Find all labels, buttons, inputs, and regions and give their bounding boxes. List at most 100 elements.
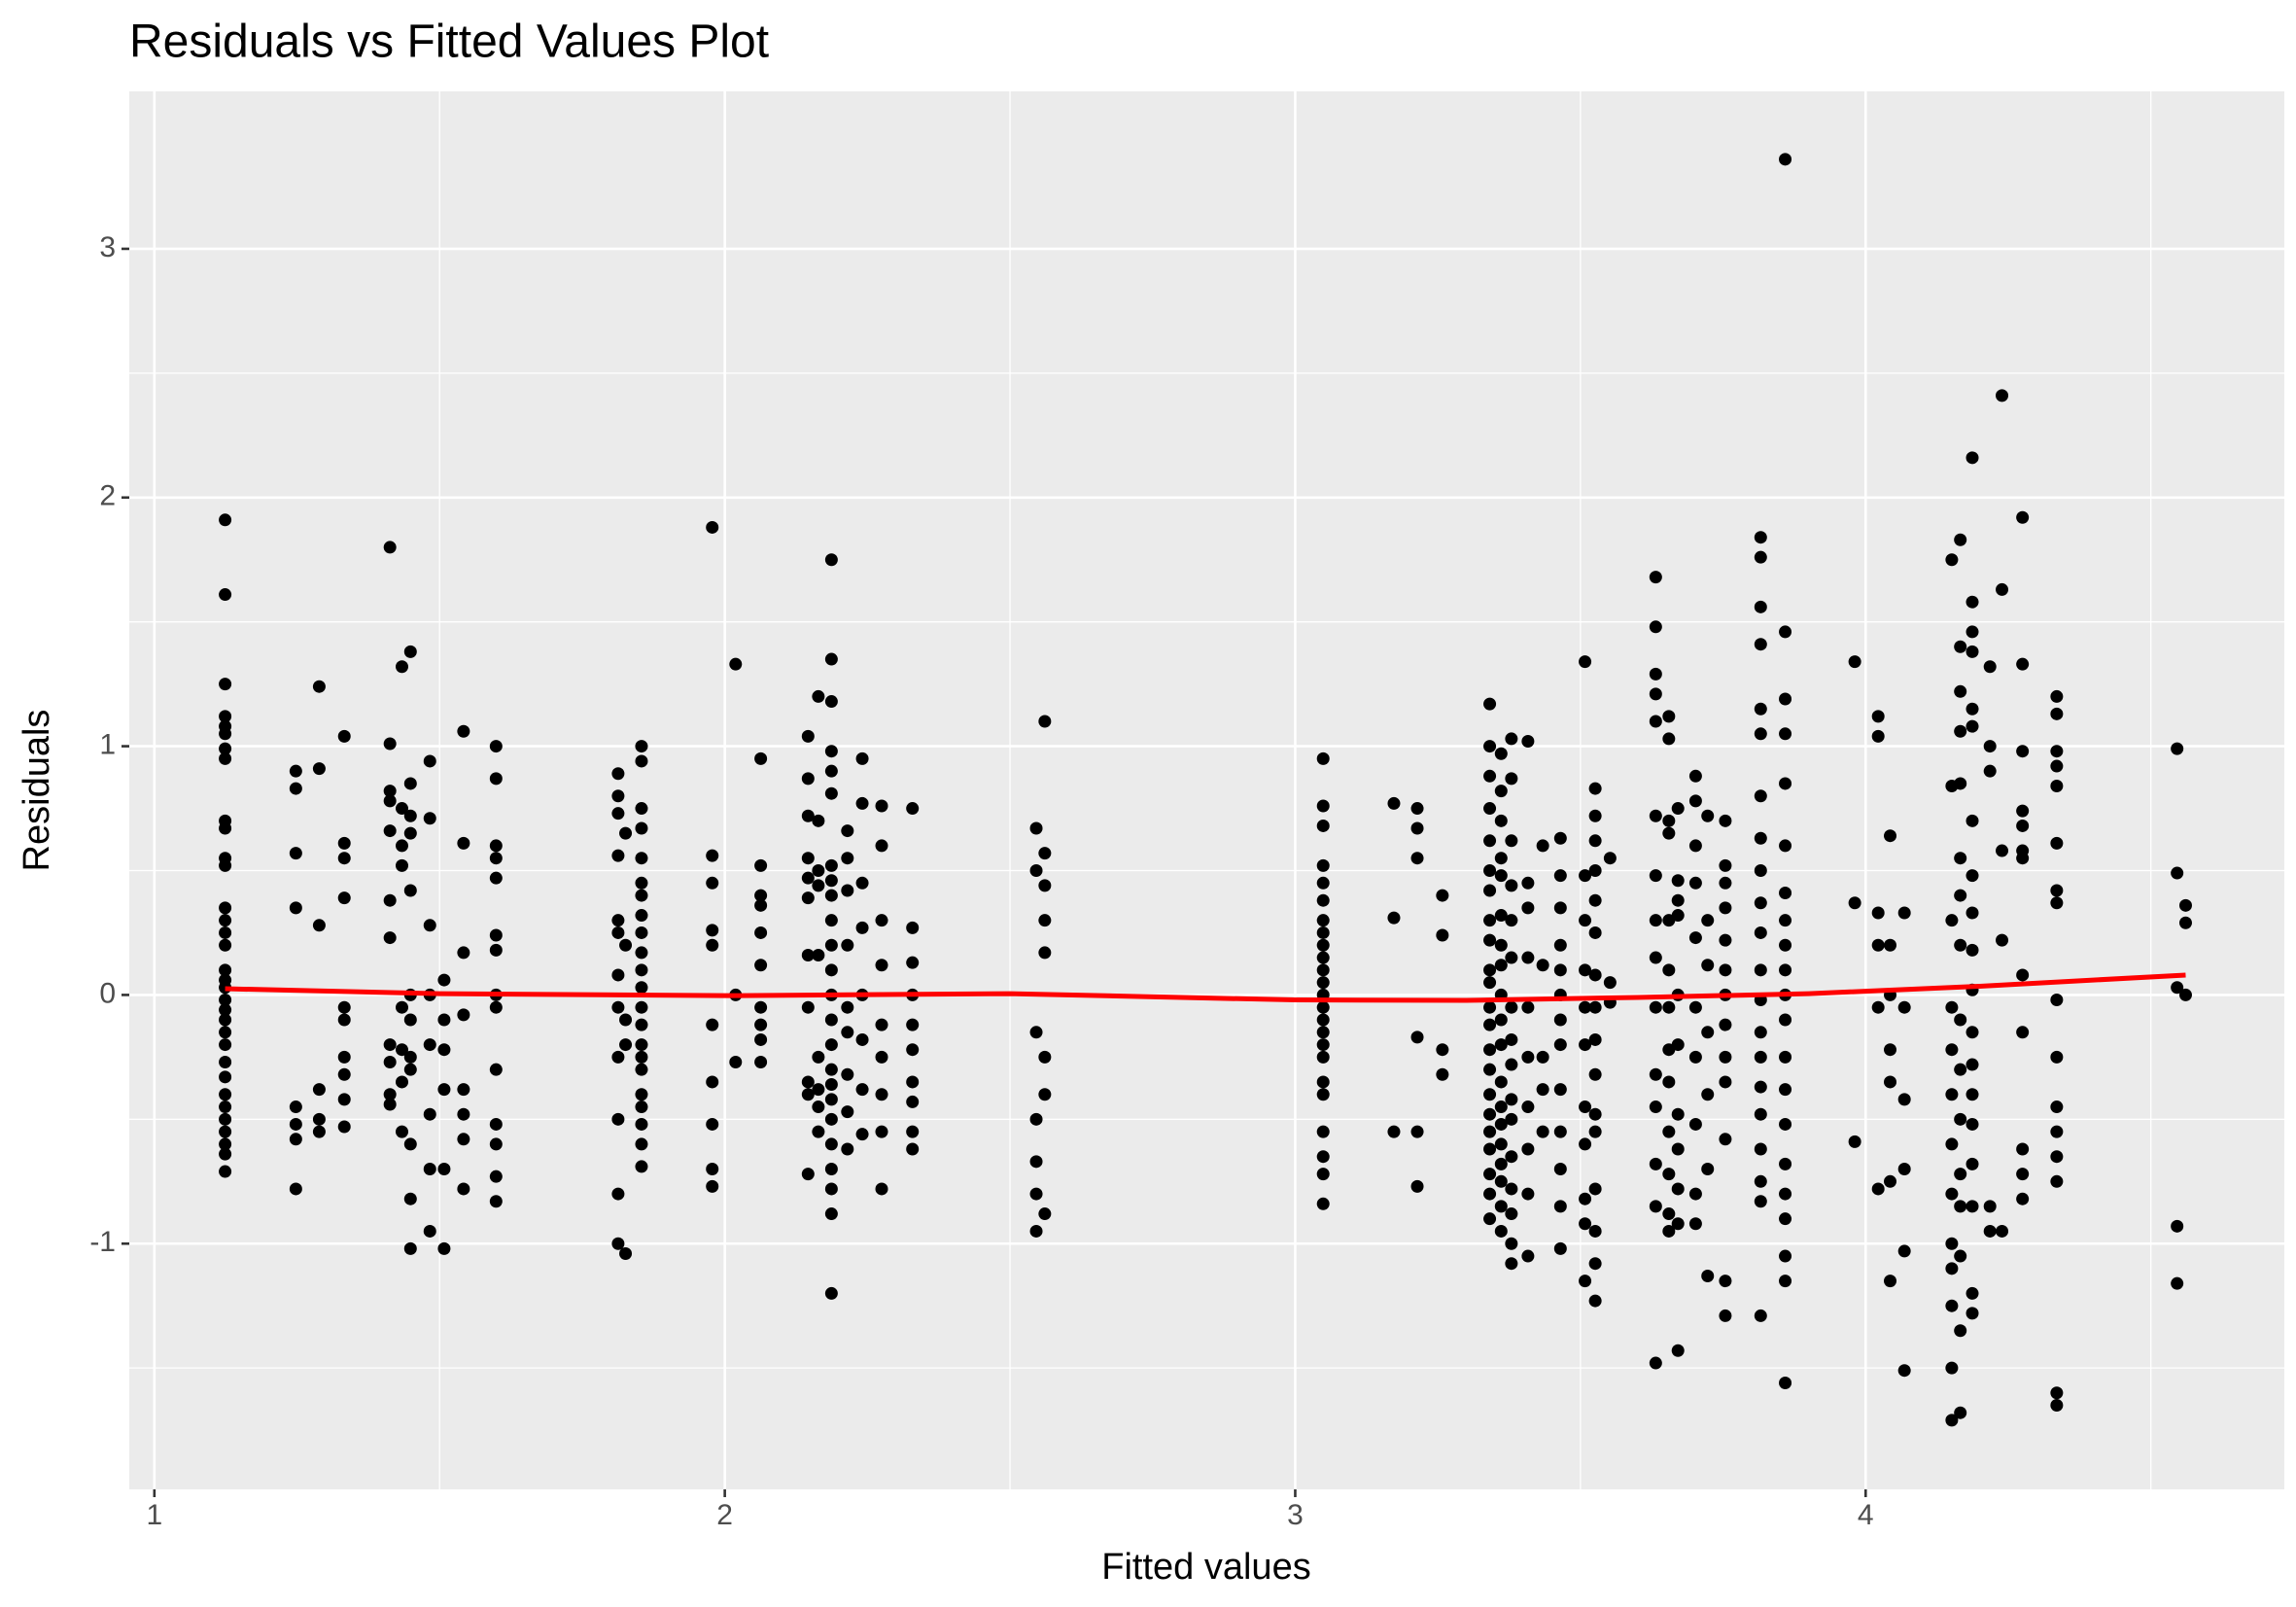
point	[824, 1162, 838, 1175]
point	[423, 812, 436, 825]
point	[219, 901, 232, 915]
point	[2050, 1150, 2064, 1164]
point	[611, 968, 625, 982]
point	[906, 921, 920, 934]
point	[1954, 1112, 1967, 1126]
point	[437, 1083, 451, 1097]
point	[1505, 951, 1518, 964]
point	[611, 1050, 625, 1064]
point	[812, 689, 825, 703]
point	[812, 864, 825, 878]
point	[1754, 926, 1767, 939]
point	[1662, 814, 1676, 827]
point	[312, 1083, 326, 1097]
point	[1945, 1237, 1959, 1250]
point	[1754, 864, 1767, 878]
point	[635, 981, 648, 995]
point	[489, 871, 503, 885]
point	[1996, 582, 2009, 596]
point	[1579, 1100, 1592, 1114]
point	[1871, 729, 1885, 743]
point	[1483, 1187, 1497, 1201]
point	[2050, 884, 2064, 897]
point	[1483, 740, 1497, 753]
point	[1649, 1000, 1662, 1014]
point	[337, 891, 351, 905]
smooth-line	[225, 972, 2186, 1003]
point	[2016, 804, 2030, 818]
point	[219, 1013, 232, 1027]
point	[1719, 1018, 1732, 1031]
point	[1494, 1157, 1508, 1170]
point	[1038, 914, 1052, 927]
point	[1688, 794, 1702, 808]
point	[1945, 1361, 1959, 1375]
point	[423, 754, 436, 768]
point	[1494, 1137, 1508, 1151]
point	[1553, 1083, 1567, 1097]
point	[1521, 876, 1535, 890]
point	[423, 1162, 436, 1175]
point	[1897, 1364, 1911, 1378]
point	[383, 737, 397, 751]
point	[1954, 1013, 1967, 1027]
point	[1954, 1406, 1967, 1419]
point	[1521, 901, 1535, 915]
point	[801, 1088, 815, 1101]
point	[1649, 667, 1662, 681]
point	[403, 1013, 417, 1027]
point	[1494, 909, 1508, 923]
point	[1536, 1050, 1549, 1064]
point	[1945, 1137, 1959, 1151]
point	[1579, 1000, 1592, 1014]
point	[754, 898, 768, 912]
point	[824, 553, 838, 567]
point	[754, 926, 768, 939]
point	[383, 541, 397, 554]
point	[337, 729, 351, 743]
point	[1316, 1150, 1330, 1164]
point	[2178, 988, 2192, 1001]
point	[312, 680, 326, 693]
point	[1494, 814, 1508, 827]
point	[824, 914, 838, 927]
point	[1983, 1200, 1997, 1213]
y-axis-label: Residuals	[17, 710, 57, 872]
point	[706, 938, 719, 952]
point	[1871, 1000, 1885, 1014]
point	[1754, 789, 1767, 803]
point	[1779, 1275, 1792, 1288]
point	[1701, 1026, 1715, 1039]
point	[289, 1133, 302, 1146]
point	[824, 652, 838, 666]
point	[289, 1182, 302, 1196]
point	[1387, 1125, 1401, 1138]
point	[1588, 1125, 1602, 1138]
point	[1754, 1050, 1767, 1064]
point	[457, 1133, 470, 1146]
point	[801, 809, 815, 822]
point	[489, 928, 503, 942]
point	[1966, 1307, 1979, 1320]
point	[1688, 769, 1702, 783]
point	[1945, 1043, 1959, 1057]
point	[457, 836, 470, 850]
point	[219, 1100, 232, 1114]
point	[437, 1162, 451, 1175]
point	[1316, 914, 1330, 927]
point	[1754, 600, 1767, 613]
point	[1688, 931, 1702, 945]
point	[1029, 1026, 1043, 1039]
point	[1316, 1075, 1330, 1089]
point	[824, 695, 838, 709]
point	[1662, 1000, 1676, 1014]
point	[824, 1286, 838, 1300]
point	[1505, 1093, 1518, 1106]
point	[1996, 844, 2009, 857]
point	[289, 847, 302, 860]
point	[619, 1038, 633, 1052]
point	[611, 789, 625, 803]
point	[1505, 1112, 1518, 1126]
point	[1662, 963, 1676, 977]
point	[312, 1125, 326, 1138]
